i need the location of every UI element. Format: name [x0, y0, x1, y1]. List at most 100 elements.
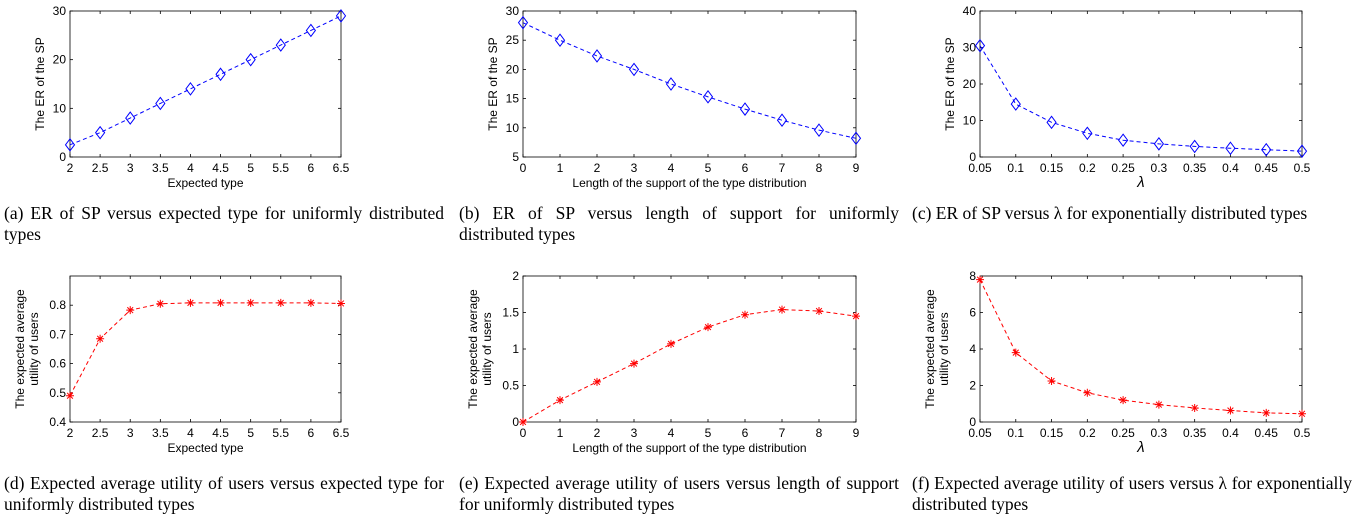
- x-tick-label: 0.25: [1111, 161, 1135, 175]
- data-point-diamond: [591, 49, 603, 63]
- y-axis-label-line: The expected average: [923, 289, 937, 409]
- plot-frame: [979, 275, 1303, 423]
- x-tick-label: 6: [742, 426, 749, 440]
- x-tick-label: 6.5: [333, 426, 350, 440]
- x-tick-label: 7: [779, 426, 786, 440]
- y-tick-label: 0.7: [49, 327, 66, 341]
- series-line: [522, 309, 857, 423]
- y-tick-label: 40: [963, 4, 977, 18]
- y-tick-label: 1: [512, 342, 519, 356]
- data-point-star: [1262, 408, 1271, 417]
- x-tick-label: 0.45: [1255, 161, 1279, 175]
- y-axis-label: The ER of the SP: [943, 37, 957, 130]
- chart-f: 0.05 0.1 0.15 0.2 0.25 0.3 0.35 0.4 0.45 0.5 0 2 4 6 8…: [923, 269, 1311, 456]
- x-tick-label: 5.5: [272, 161, 289, 175]
- data-point-star: [741, 310, 749, 319]
- y-tick-label: 6: [969, 306, 976, 320]
- x-axis-label: λ: [1136, 439, 1144, 456]
- data-point-star: [186, 298, 195, 307]
- series-line: [69, 302, 342, 396]
- caption-d: (d) Expected average utility of users ve…: [4, 473, 444, 514]
- x-tick-label: 4: [187, 161, 194, 175]
- x-tick-label: 0: [520, 161, 527, 175]
- data-point-star: [1298, 409, 1306, 418]
- x-tick-label: 5: [247, 161, 254, 175]
- x-tick-label: 4: [668, 161, 675, 175]
- data-point-star: [1047, 376, 1056, 385]
- x-tick-label: 3: [127, 161, 134, 175]
- y-axis-label-line: The expected average: [13, 289, 27, 409]
- x-tick-label: 4.5: [212, 161, 229, 175]
- y-tick-label: 10: [506, 121, 520, 135]
- y-tick-label: 15: [506, 92, 520, 106]
- data-point-star: [1011, 348, 1020, 357]
- data-point-star: [593, 377, 601, 386]
- data-point-diamond: [185, 82, 196, 96]
- data-point-diamond: [275, 38, 286, 52]
- chart-a: 2 2.5 3 3.5 4 4.5 5 5.5 6 6.5 0 10 20 30 Expected type…: [33, 4, 350, 190]
- x-tick-label: 6.5: [333, 161, 350, 175]
- x-tick-label: 8: [816, 161, 823, 175]
- x-tick-label: 3.5: [152, 426, 169, 440]
- y-tick-label: 25: [506, 33, 520, 47]
- x-tick-label: 8: [816, 426, 823, 440]
- caption-f: (f) Expected average utility of users ve…: [912, 473, 1352, 514]
- y-tick-label: 0: [512, 415, 519, 429]
- data-point-star: [96, 334, 105, 343]
- x-tick-label: 3: [127, 426, 134, 440]
- series-line: [979, 45, 1303, 152]
- x-tick-label: 0.45: [1255, 426, 1279, 440]
- caption-c: (c) ER of SP versus λ for exponentially …: [912, 203, 1308, 223]
- series-line: [979, 279, 1303, 415]
- plot-frame: [69, 10, 342, 158]
- x-tick-label: 1: [557, 161, 564, 175]
- plot-frame: [522, 275, 857, 423]
- x-tick-label: 2: [594, 161, 601, 175]
- data-point-star: [704, 323, 712, 332]
- x-tick-label: 2: [67, 161, 74, 175]
- data-point-diamond: [64, 137, 76, 152]
- data-point-star: [519, 418, 527, 426]
- data-point-diamond: [305, 23, 317, 38]
- y-tick-label: 30: [506, 4, 520, 18]
- y-axis-label-line: utility of users: [480, 312, 494, 385]
- y-tick-label: 0: [969, 415, 976, 429]
- x-axis-label: Expected type: [167, 176, 243, 190]
- data-point-diamond: [517, 15, 529, 30]
- x-tick-label: 0.2: [1079, 161, 1096, 175]
- y-axis-label: The ER of the SP: [486, 37, 500, 130]
- data-point-star: [1190, 403, 1199, 412]
- caption-b: (b) ER of SP versus length of support fo…: [459, 203, 899, 244]
- y-tick-label: 10: [963, 114, 977, 128]
- data-point-star: [976, 275, 984, 284]
- data-point-star: [246, 298, 255, 307]
- data-point-diamond: [739, 102, 751, 116]
- x-tick-label: 0.05: [968, 426, 992, 440]
- data-point-star: [852, 312, 860, 321]
- x-tick-label: 5: [705, 161, 712, 175]
- data-point-star: [126, 306, 135, 315]
- x-tick-label: 3: [631, 161, 638, 175]
- x-tick-label: 2: [67, 426, 74, 440]
- y-axis-label-line: utility of users: [27, 312, 41, 385]
- data-point-diamond: [155, 96, 166, 111]
- data-point-diamond: [1261, 142, 1272, 157]
- y-axis-label-line: utility of users: [937, 312, 951, 385]
- y-tick-label: 8: [969, 269, 976, 283]
- y-tick-label: 0.6: [49, 357, 66, 371]
- x-axis-label: Length of the support of the type distri…: [572, 176, 806, 190]
- data-point-diamond: [813, 123, 825, 137]
- x-tick-label: 0.4: [1222, 161, 1239, 175]
- data-point-diamond: [974, 38, 986, 53]
- series-line: [522, 22, 857, 139]
- x-tick-label: 0.2: [1079, 426, 1096, 440]
- y-axis-label: The ER of the SP: [33, 37, 47, 130]
- x-tick-label: 0.25: [1111, 426, 1135, 440]
- data-point-star: [667, 339, 675, 348]
- data-point-diamond: [1010, 97, 1021, 111]
- y-tick-label: 0.5: [49, 386, 66, 400]
- x-tick-label: 3: [631, 426, 638, 440]
- x-tick-label: 4: [668, 426, 675, 440]
